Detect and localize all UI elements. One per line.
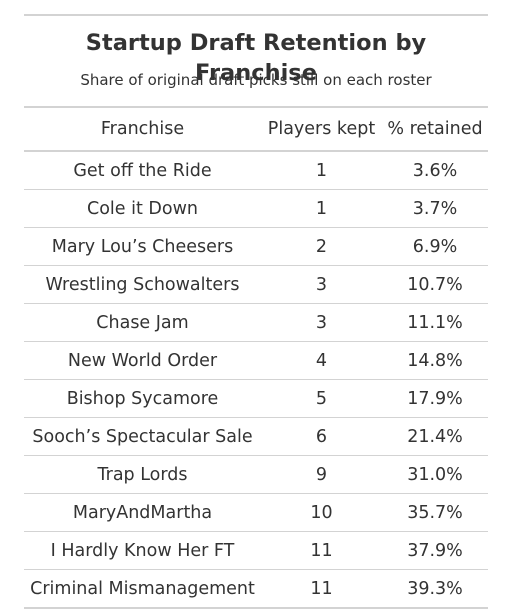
table-row: MaryAndMartha 10 35.7% bbox=[24, 493, 488, 532]
cell-pct-retained: 6.9% bbox=[382, 227, 488, 266]
table-row: Wrestling Schowalters 3 10.7% bbox=[24, 265, 488, 304]
cell-franchise: Cole it Down bbox=[24, 189, 261, 228]
table-row: Mary Lou’s Cheesers 2 6.9% bbox=[24, 227, 488, 266]
cell-players-kept: 10 bbox=[261, 493, 382, 532]
cell-franchise: I Hardly Know Her FT bbox=[24, 531, 261, 570]
cell-franchise: New World Order bbox=[24, 341, 261, 380]
cell-franchise: Criminal Mismanagement bbox=[24, 569, 261, 609]
cell-players-kept: 1 bbox=[261, 189, 382, 228]
cell-players-kept: 4 bbox=[261, 341, 382, 380]
cell-pct-retained: 3.6% bbox=[382, 151, 488, 190]
table-body: Get off the Ride 1 3.6% Cole it Down 1 3.7% Ma… bbox=[24, 151, 488, 609]
cell-players-kept: 5 bbox=[261, 379, 382, 418]
cell-players-kept: 11 bbox=[261, 531, 382, 570]
cell-pct-retained: 39.3% bbox=[382, 569, 488, 609]
top-rule bbox=[24, 14, 488, 16]
cell-players-kept: 3 bbox=[261, 265, 382, 304]
header-row: Franchise Players kept % retained bbox=[24, 106, 488, 152]
cell-pct-retained: 10.7% bbox=[382, 265, 488, 304]
cell-players-kept: 3 bbox=[261, 303, 382, 342]
table-subtitle: Share of original draft picks still on e… bbox=[80, 71, 432, 89]
cell-franchise: Chase Jam bbox=[24, 303, 261, 342]
table-title: Startup Draft Retention by Franchise bbox=[85, 30, 427, 86]
cell-franchise: Sooch’s Spectacular Sale bbox=[24, 417, 261, 456]
cell-pct-retained: 21.4% bbox=[382, 417, 488, 456]
cell-franchise: Mary Lou’s Cheesers bbox=[24, 227, 261, 266]
table-row: Bishop Sycamore 5 17.9% bbox=[24, 379, 488, 418]
cell-franchise: Bishop Sycamore bbox=[24, 379, 261, 418]
cell-pct-retained: 3.7% bbox=[382, 189, 488, 228]
cell-pct-retained: 17.9% bbox=[382, 379, 488, 418]
column-header-players-kept: Players kept bbox=[261, 106, 382, 152]
cell-pct-retained: 35.7% bbox=[382, 493, 488, 532]
cell-players-kept: 2 bbox=[261, 227, 382, 266]
table-row: Get off the Ride 1 3.6% bbox=[24, 151, 488, 190]
table-row: Chase Jam 3 11.1% bbox=[24, 303, 488, 342]
retention-table: Franchise Players kept % retained Get of… bbox=[24, 106, 488, 609]
cell-pct-retained: 31.0% bbox=[382, 455, 488, 494]
table-row: Trap Lords 9 31.0% bbox=[24, 455, 488, 494]
table-container: Startup Draft Retention by Franchise Sha… bbox=[24, 14, 488, 609]
cell-players-kept: 9 bbox=[261, 455, 382, 494]
cell-players-kept: 1 bbox=[261, 151, 382, 190]
table-row: Sooch’s Spectacular Sale 6 21.4% bbox=[24, 417, 488, 456]
cell-franchise: MaryAndMartha bbox=[24, 493, 261, 532]
cell-players-kept: 6 bbox=[261, 417, 382, 456]
cell-franchise: Get off the Ride bbox=[24, 151, 261, 190]
column-header-franchise: Franchise bbox=[24, 106, 261, 152]
cell-franchise: Wrestling Schowalters bbox=[24, 265, 261, 304]
cell-franchise: Trap Lords bbox=[24, 455, 261, 494]
cell-players-kept: 11 bbox=[261, 569, 382, 609]
table-row: I Hardly Know Her FT 11 37.9% bbox=[24, 531, 488, 570]
table-row: New World Order 4 14.8% bbox=[24, 341, 488, 380]
cell-pct-retained: 11.1% bbox=[382, 303, 488, 342]
table-row: Cole it Down 1 3.7% bbox=[24, 189, 488, 228]
column-header-pct-retained: % retained bbox=[382, 106, 488, 152]
cell-pct-retained: 14.8% bbox=[382, 341, 488, 380]
table-row: Criminal Mismanagement 11 39.3% bbox=[24, 569, 488, 609]
cell-pct-retained: 37.9% bbox=[382, 531, 488, 570]
